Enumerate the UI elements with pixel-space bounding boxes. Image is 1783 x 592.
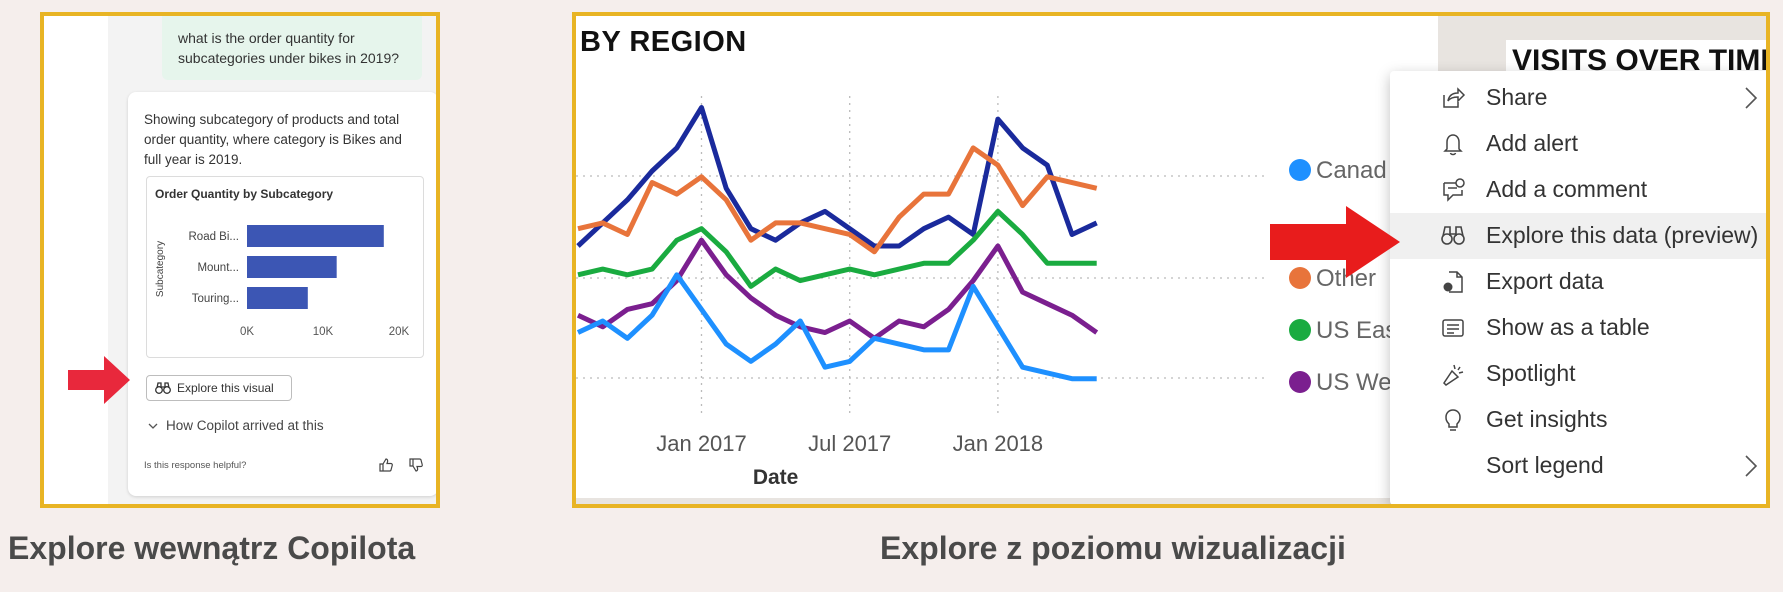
- visual-panel: BY REGION Jan 2017 Jul 2017 Jan 2018 Date Ca…: [572, 12, 1770, 508]
- menu-item-label: Spotlight: [1486, 360, 1576, 386]
- thumbs-down-icon[interactable]: [408, 457, 424, 473]
- menu-item-label: Explore this data (preview): [1486, 222, 1759, 248]
- lightbulb-icon: [1445, 409, 1461, 431]
- feedback-row: Is this response helpful?: [144, 457, 424, 473]
- helpful-prompt: Is this response helpful?: [144, 459, 247, 471]
- bell-icon: [1443, 134, 1463, 156]
- red-arrow-pointer: [68, 356, 130, 404]
- category-label: Road Bi...: [189, 231, 240, 243]
- menu-item-show-as-table[interactable]: Show as a table: [1390, 305, 1766, 351]
- menu-item-label: Sort legend: [1486, 452, 1604, 478]
- x-tick-label: 20K: [389, 326, 410, 338]
- menu-item-label: Show as a table: [1486, 314, 1650, 340]
- caption-copilot: Explore wewnątrz Copilota: [8, 530, 416, 566]
- response-text: Showing subcategory of products and tota…: [144, 112, 402, 167]
- explore-visual-button[interactable]: Explore this visual: [146, 375, 292, 401]
- user-question-bubble: what is the order quantity for subcatego…: [162, 16, 422, 80]
- red-arrow-pointer: [1270, 206, 1400, 278]
- legend-marker: [1289, 159, 1311, 181]
- menu-item-add-comment[interactable]: Add a comment: [1390, 167, 1766, 213]
- bar: [247, 225, 384, 247]
- how-copilot-toggle[interactable]: How Copilot arrived at this: [148, 418, 324, 433]
- menu-item-sort-legend[interactable]: Sort legend: [1390, 443, 1766, 489]
- legend-marker: [1289, 319, 1311, 341]
- export-icon: [1443, 271, 1463, 293]
- menu-item-export-data[interactable]: Export data: [1390, 259, 1766, 305]
- table-icon: [1442, 319, 1464, 337]
- explore-visual-label: Explore this visual: [177, 381, 274, 395]
- menu-item-label: Add alert: [1486, 130, 1579, 156]
- panel-strip: [44, 16, 108, 504]
- menu-item-label: Export data: [1486, 268, 1604, 294]
- chevron-right-icon: [1745, 87, 1758, 109]
- x-tick-label: Jul 2017: [808, 431, 891, 456]
- series-line: [577, 208, 1097, 289]
- line-chart-visual[interactable]: BY REGION Jan 2017 Jul 2017 Jan 2018 Date Ca…: [576, 16, 1438, 498]
- binoculars-icon: [1441, 226, 1465, 245]
- x-tick-label: Jan 2017: [656, 431, 747, 456]
- mini-chart-svg: Subcategory Road Bi... Mount... Touring... 0…: [155, 225, 410, 338]
- caption-visual: Explore z poziomu wizualizacji: [880, 530, 1346, 566]
- order-quantity-chart[interactable]: Order Quantity by Subcategory Subcategor…: [146, 176, 424, 358]
- copilot-panel: what is the order quantity for subcatego…: [40, 12, 440, 508]
- binoculars-icon: [155, 382, 171, 394]
- legend-marker: [1289, 371, 1311, 393]
- category-label: Mount...: [197, 262, 239, 274]
- menu-item-label: Add a comment: [1486, 176, 1648, 202]
- y-axis-label: Subcategory: [155, 241, 166, 297]
- x-axis-label: Date: [753, 466, 799, 489]
- series-line: [576, 237, 1099, 341]
- series-line: [576, 272, 1097, 382]
- line-chart-svg: Jan 2017 Jul 2017 Jan 2018DateCanadOtherUS…: [576, 96, 1397, 489]
- menu-item-add-alert[interactable]: Add alert: [1390, 121, 1766, 167]
- legend-label: Canad: [1316, 157, 1387, 184]
- bar: [247, 256, 337, 278]
- menu-item-spotlight[interactable]: Spotlight: [1390, 351, 1766, 397]
- category-label: Touring...: [192, 293, 239, 305]
- menu-item-get-insights[interactable]: Get insights: [1390, 397, 1766, 443]
- x-tick-label: Jan 2018: [953, 431, 1044, 456]
- visual-context-menu: Share Add alert Add a comment Explore th: [1390, 71, 1766, 504]
- comment-icon: [1443, 178, 1465, 202]
- x-tick-label: 10K: [313, 326, 334, 338]
- spotlight-icon: [1443, 364, 1464, 386]
- how-copilot-label: How Copilot arrived at this: [166, 418, 324, 433]
- visual-title: BY REGION: [580, 26, 747, 58]
- thumbs-up-icon[interactable]: [378, 457, 394, 473]
- legend-label: US Eas: [1316, 317, 1397, 344]
- legend-label: US We: [1316, 369, 1392, 396]
- bar: [247, 287, 308, 309]
- copilot-response-card: Showing subcategory of products and tota…: [128, 92, 436, 496]
- mini-chart-title: Order Quantity by Subcategory: [155, 187, 334, 201]
- menu-item-share[interactable]: Share: [1390, 75, 1766, 121]
- series-line: [576, 105, 1098, 249]
- chevron-down-icon: [148, 423, 158, 429]
- menu-item-label: Share: [1486, 84, 1548, 110]
- menu-item-explore-data[interactable]: Explore this data (preview): [1390, 213, 1766, 259]
- x-tick-label: 0K: [240, 326, 254, 338]
- legend-marker: [1289, 267, 1311, 289]
- share-icon: [1443, 87, 1466, 108]
- menu-item-label: Get insights: [1486, 406, 1608, 432]
- series-line: [577, 145, 1098, 255]
- chevron-right-icon: [1745, 455, 1758, 477]
